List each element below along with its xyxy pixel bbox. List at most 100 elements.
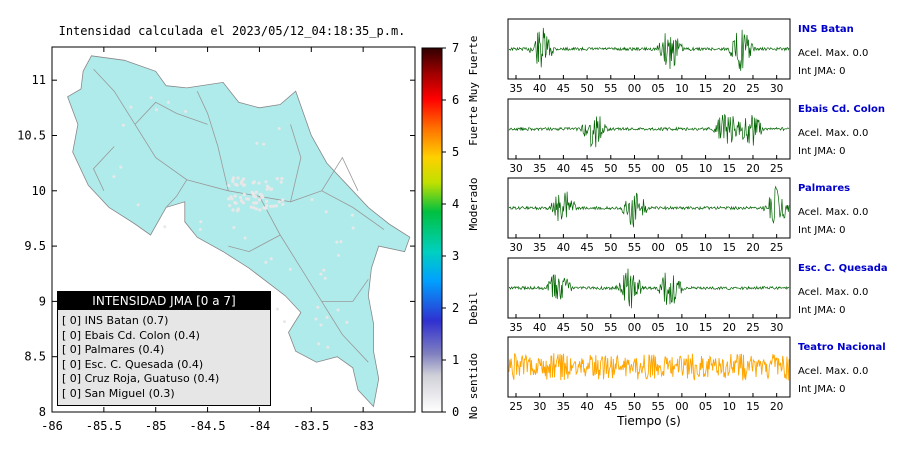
trace-tick-label: 00 <box>675 401 688 413</box>
station-dot <box>264 260 268 264</box>
station-dot <box>230 197 234 201</box>
trace-tick-label: 55 <box>604 83 617 95</box>
station-dot <box>199 220 203 224</box>
station-annotation: Acel. Max. 0.0 <box>798 287 868 298</box>
station-dot <box>258 208 262 212</box>
legend-item: [ 0] INS Batan (0.7) <box>62 314 169 327</box>
map-axes: -86 -85.5 -85 -84.5 -84 -83.5 -83 11 10.5 10 9.5 9 8… <box>17 47 415 433</box>
trace-tick-label: 50 <box>580 322 593 334</box>
station-annotation: Int JMA: 0 <box>798 146 846 157</box>
station-dot <box>129 105 133 109</box>
seismogram-panel: 35 40 45 50 55 00 05 10 15 20 25 30 INS Batan Acel. M… <box>507 18 868 95</box>
costa-rica-landmass <box>67 55 411 408</box>
station-dot <box>350 213 354 217</box>
station-dot <box>136 203 140 207</box>
station-dot <box>228 204 232 208</box>
station-dot <box>323 276 327 280</box>
road-line <box>196 91 229 191</box>
station-dot <box>316 305 320 309</box>
station-dot <box>249 205 253 209</box>
station-annotation: Int JMA: 0 <box>798 305 846 316</box>
station-dot <box>314 317 318 321</box>
legend-item: [ 0] Palmares (0.4) <box>62 343 165 357</box>
station-dot <box>239 199 244 203</box>
trace-tick-label: 05 <box>651 83 664 95</box>
station-title: Palmares <box>798 183 850 194</box>
station-annotation: Acel. Max. 0.0 <box>798 207 868 218</box>
station-dot <box>231 208 235 212</box>
trace-tick-label: 15 <box>723 242 736 254</box>
station-dot <box>310 198 314 202</box>
station-dot <box>322 268 326 272</box>
trace-tick-label: 20 <box>770 401 783 413</box>
y-tick-label: 10.5 <box>17 128 46 142</box>
station-dot <box>280 176 284 181</box>
trace-tick-label: 15 <box>723 163 736 175</box>
colorbar-label: No sentido <box>467 353 480 419</box>
station-annotation: Acel. Max. 0.0 <box>798 128 868 139</box>
station-dot <box>233 194 237 198</box>
trace-tick-label: 20 <box>746 163 759 175</box>
landmass-outline <box>67 55 411 408</box>
colorbar-tick-label: 1 <box>452 353 459 367</box>
seismogram-panel: 30 35 40 45 50 55 00 05 10 15 20 25 Palmares Acel. Ma… <box>507 177 868 254</box>
trace-tick-label: 05 <box>675 163 688 175</box>
station-dot <box>227 184 231 188</box>
station-dot <box>319 272 323 276</box>
trace-tick-label: 10 <box>675 83 688 95</box>
trace-tick-label: 55 <box>651 401 664 413</box>
station-dot <box>254 207 259 211</box>
trace-tick-label: 50 <box>604 163 617 175</box>
station-dot <box>274 204 278 208</box>
colorbar-tick-label: 4 <box>452 197 459 211</box>
colorbar-label: Debil <box>467 291 480 324</box>
trace-tick-label: 05 <box>699 401 712 413</box>
station-dot <box>262 206 266 210</box>
trace-tick-label: 30 <box>533 401 546 413</box>
trace-tick-label: 15 <box>699 83 712 95</box>
seismic-trace <box>508 185 790 228</box>
y-tick-label: 9 <box>39 294 46 308</box>
station-dot <box>335 240 339 244</box>
intensity-legend: INTENSIDAD JMA [0 a 7] [ 0] INS Batan (0… <box>57 291 271 406</box>
x-tick-label: -83 <box>352 419 374 433</box>
station-annotation: Acel. Max. 0.0 <box>798 48 868 59</box>
seismic-trace <box>508 353 790 381</box>
station-dot <box>149 96 153 100</box>
station-dot <box>163 225 167 229</box>
station-dot <box>279 180 283 184</box>
trace-tick-label: 50 <box>628 401 641 413</box>
road-line <box>321 279 369 302</box>
x-axis-label: Tiempo (s) <box>616 414 681 428</box>
station-dot <box>119 165 123 169</box>
road-line <box>228 234 281 253</box>
colorbar-tick-label: 5 <box>452 145 459 159</box>
station-dot <box>345 320 349 324</box>
trace-tick-label: 15 <box>746 401 759 413</box>
station-dot <box>242 183 246 187</box>
station-dot <box>319 323 323 327</box>
trace-tick-label: 35 <box>533 163 546 175</box>
station-dot <box>262 142 266 146</box>
trace-tick-label: 35 <box>557 401 570 413</box>
station-dot <box>257 181 261 185</box>
trace-tick-label: 45 <box>604 401 617 413</box>
x-tick-label: -84 <box>249 419 271 433</box>
station-dot <box>339 240 343 244</box>
station-dot <box>269 257 273 261</box>
y-tick-label: 10 <box>32 184 46 198</box>
colorbar-tick-label: 3 <box>452 249 459 263</box>
station-dot <box>324 210 328 214</box>
map-title: Intensidad calculada el 2023/05/12_04:18… <box>59 24 406 38</box>
trace-tick-label: 40 <box>557 242 570 254</box>
trace-tick-label: 00 <box>651 242 664 254</box>
station-dot <box>271 204 275 208</box>
station-dot <box>236 209 240 213</box>
seismogram-panel: 35 40 45 50 55 00 05 10 15 20 25 30 Esc. C. Quesada A… <box>507 257 888 334</box>
station-dot <box>260 193 264 197</box>
y-tick-label: 8 <box>39 405 46 419</box>
station-dot <box>277 200 281 204</box>
station-dot <box>283 320 286 324</box>
x-tick-label: -85 <box>145 419 167 433</box>
trace-tick-label: 35 <box>509 83 522 95</box>
